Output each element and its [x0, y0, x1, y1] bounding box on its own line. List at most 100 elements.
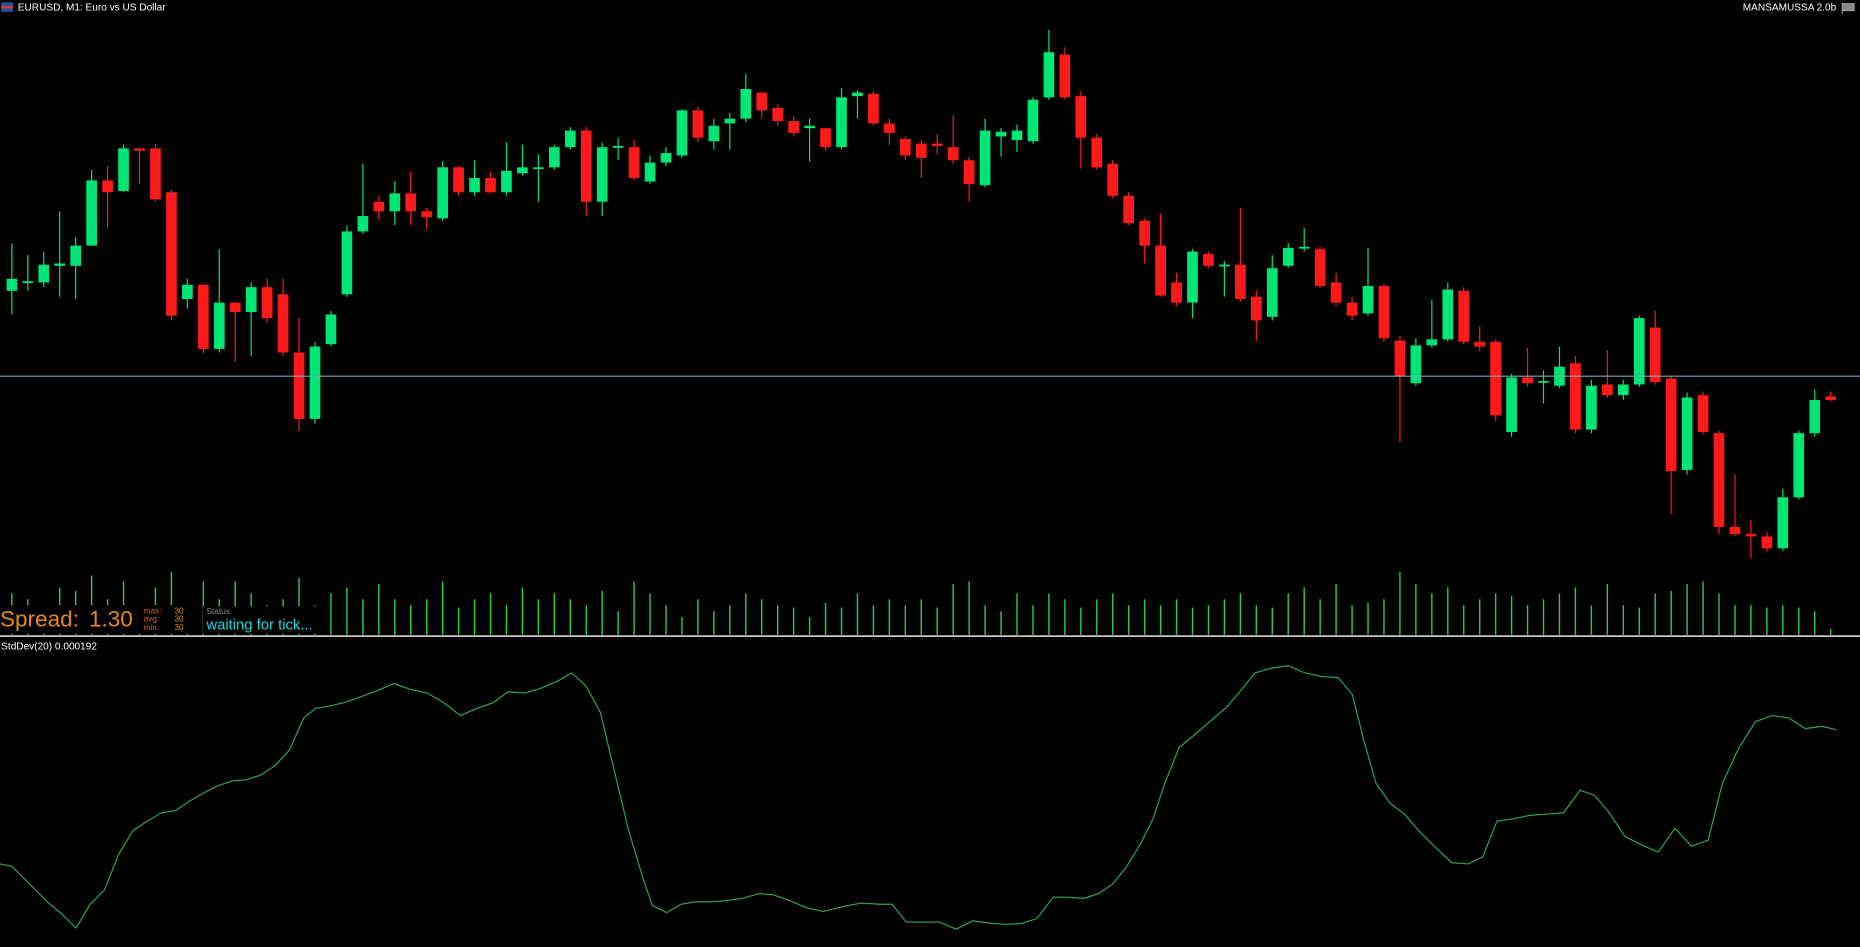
candle-body: [501, 170, 512, 193]
candle-body: [1250, 296, 1262, 321]
candle-body: [1697, 395, 1709, 432]
candle-body: [1825, 396, 1837, 400]
candle-body: [1474, 341, 1486, 347]
stddev-line: [0, 665, 1837, 930]
candle-body: [836, 97, 847, 148]
candle-body: [405, 193, 417, 212]
candle-body: [740, 89, 752, 119]
candle-body: [580, 130, 592, 202]
candle-body: [1506, 377, 1517, 432]
ea-name: MANSAMUSSA 2.0b: [1743, 2, 1837, 13]
candle-body: [1601, 384, 1613, 396]
candle-body: [1203, 253, 1214, 266]
candle-body: [1043, 52, 1055, 98]
candle-body: [150, 148, 161, 200]
candle-body: [1394, 340, 1406, 377]
candle-body: [293, 352, 305, 419]
candle-body: [309, 346, 321, 419]
candle-body: [38, 264, 50, 283]
candle-body: [1745, 534, 1757, 537]
candle-body: [485, 178, 496, 193]
candle-body: [979, 130, 991, 186]
spread-value: 1.30: [89, 607, 133, 632]
candle-body: [533, 167, 544, 170]
candle-body: [166, 192, 177, 316]
candle-body: [245, 287, 257, 313]
candle-body: [1330, 282, 1342, 303]
candle-body: [134, 148, 145, 151]
spread-label: Spread:: [0, 607, 79, 632]
symbol-title: EURUSD, M1: Euro vs US Dollar: [18, 2, 166, 13]
stat-value: 30: [174, 614, 184, 624]
spread-bg: [0, 605, 190, 634]
candle-body: [1107, 163, 1119, 196]
candle-body: [612, 145, 624, 148]
candle-body: [277, 294, 289, 353]
candle-body: [756, 92, 768, 111]
candle-body: [1665, 378, 1677, 472]
candle-body: [564, 130, 576, 148]
candle-body: [1713, 433, 1725, 527]
stat-label: avg:: [144, 614, 160, 624]
candle-body: [373, 201, 385, 212]
status-text: waiting for tick...: [205, 617, 312, 633]
candle-body: [1729, 526, 1741, 535]
candle-body: [437, 167, 448, 219]
candle-body: [676, 110, 688, 156]
candle-body: [995, 131, 1007, 137]
candle-body: [1346, 302, 1358, 316]
candle-body: [1617, 384, 1629, 396]
candle-body: [469, 178, 480, 193]
candle-body: [1171, 282, 1182, 303]
candle-body: [325, 314, 337, 345]
status-bg: [202, 606, 322, 634]
candle-body: [1059, 54, 1071, 98]
candle-body: [6, 278, 18, 291]
candle-body: [389, 193, 401, 212]
candle-body: [213, 302, 225, 349]
stat-label: min:: [144, 622, 160, 632]
candle-body: [1011, 130, 1023, 141]
candle-body: [931, 143, 943, 146]
candle-body: [357, 215, 369, 232]
candle-body: [915, 143, 927, 158]
ea-icon: [1841, 3, 1855, 15]
candle-body: [86, 180, 97, 246]
candle-body: [1235, 264, 1246, 300]
candle-body: [229, 302, 241, 313]
flag-stripe: [1, 5, 14, 9]
candle-body: [1809, 399, 1821, 434]
candle-body: [1378, 285, 1390, 339]
candle-body: [1633, 318, 1645, 385]
candle-body: [708, 125, 720, 142]
stddev-label: StdDev(20) 0.000192: [1, 641, 97, 652]
candle-body: [1761, 536, 1773, 549]
candle-body: [1649, 327, 1661, 383]
stat-value: 30: [174, 622, 184, 632]
candle-body: [261, 287, 273, 319]
candle-body: [421, 211, 433, 218]
candle-body: [341, 231, 353, 295]
candle-body: [1139, 220, 1150, 246]
candle-body: [963, 160, 975, 184]
candle-body: [1538, 380, 1549, 383]
candle-body: [820, 128, 831, 148]
candle-body: [118, 148, 129, 192]
candle-body: [1681, 397, 1693, 470]
candle-body: [1187, 251, 1198, 303]
price-chart: [6, 29, 1837, 558]
candle-body: [1298, 246, 1310, 249]
spread-stats: max: 30 avg: 30 min: 30: [144, 605, 184, 632]
stat-label: max:: [144, 605, 162, 615]
candle-body: [1314, 249, 1326, 286]
candle-body: [1266, 268, 1278, 317]
candle-body: [628, 147, 640, 179]
candle-body: [1442, 289, 1454, 340]
candle-body: [1570, 363, 1581, 430]
candle-body: [453, 167, 464, 193]
candle-body: [1522, 377, 1533, 384]
